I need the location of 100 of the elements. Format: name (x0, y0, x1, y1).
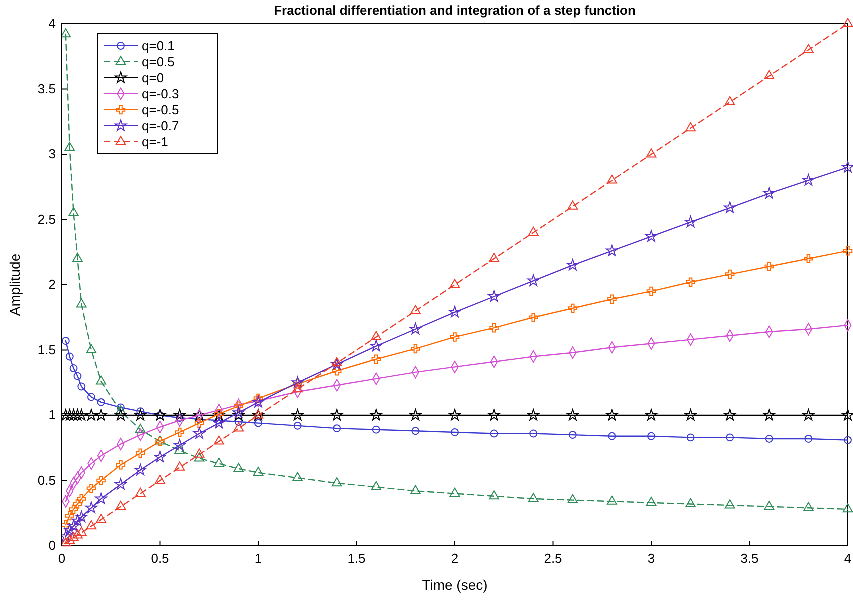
point (765, 435, 774, 443)
legend-label: q=0 (142, 70, 164, 86)
point (292, 409, 304, 421)
point (568, 304, 578, 314)
point (763, 409, 776, 421)
point (724, 202, 736, 214)
point (370, 409, 382, 421)
x-tick-label: 1.5 (348, 551, 366, 566)
point (234, 463, 244, 472)
point (764, 500, 775, 510)
point (763, 187, 776, 199)
point (136, 448, 146, 458)
point (194, 427, 206, 439)
point (96, 514, 106, 524)
y-tick-label: 1 (48, 408, 56, 423)
point (489, 252, 500, 262)
point (134, 464, 147, 476)
point (155, 474, 166, 484)
point (64, 142, 76, 152)
point (194, 448, 205, 458)
point (370, 340, 382, 352)
point (194, 409, 206, 421)
point (332, 477, 342, 487)
point (234, 418, 243, 426)
point (686, 122, 696, 132)
point (528, 226, 539, 236)
point (292, 376, 304, 388)
point (175, 428, 185, 438)
point (566, 259, 579, 271)
point (724, 96, 736, 106)
x-tick-label: 0.5 (151, 551, 170, 566)
point (842, 161, 853, 173)
legend-label: q=-0.3 (142, 86, 180, 102)
point (606, 409, 618, 421)
point (95, 409, 108, 421)
point (648, 432, 656, 440)
point (645, 230, 658, 242)
point (804, 254, 814, 264)
point (62, 337, 70, 346)
x-tick-label: 3.5 (740, 551, 759, 566)
point (174, 462, 186, 471)
point (412, 427, 420, 436)
point (85, 502, 98, 514)
point (528, 493, 539, 502)
x-tick-label: 2 (451, 551, 459, 566)
point (490, 323, 499, 333)
point (292, 383, 303, 393)
point (73, 500, 82, 509)
point (645, 409, 658, 421)
chart-title: Fractional differentiation and integration of a step function (274, 3, 636, 18)
point (566, 409, 579, 421)
point (78, 382, 86, 391)
point (608, 432, 616, 440)
point (606, 244, 618, 256)
point (684, 409, 697, 421)
y-tick-label: 0 (48, 538, 56, 554)
point (372, 354, 382, 364)
point (68, 532, 79, 542)
point (97, 398, 106, 406)
point (333, 424, 342, 433)
legend-label: q=-0.7 (142, 118, 180, 134)
point (608, 294, 617, 304)
point (232, 409, 245, 421)
point (62, 537, 72, 547)
point (174, 409, 186, 421)
point (489, 490, 500, 500)
point (74, 372, 82, 380)
point (194, 418, 204, 428)
x-tick-label: 4 (844, 551, 852, 566)
point (686, 434, 695, 442)
point (86, 484, 96, 494)
y-tick-label: 2.5 (38, 212, 56, 227)
point (843, 246, 853, 256)
point (686, 498, 696, 508)
point (802, 409, 815, 421)
point (684, 216, 697, 228)
point (213, 417, 226, 429)
point (96, 476, 106, 486)
point (72, 409, 84, 421)
point (528, 312, 538, 322)
point (724, 500, 736, 509)
point (331, 358, 344, 370)
point (214, 436, 224, 445)
point (842, 409, 853, 421)
point (254, 419, 262, 428)
point (842, 18, 853, 28)
point (568, 200, 578, 210)
point (116, 404, 125, 412)
point (450, 332, 460, 342)
point (194, 452, 205, 462)
point (410, 485, 421, 494)
point (844, 436, 852, 444)
point (114, 409, 127, 421)
point (96, 376, 106, 385)
point (530, 430, 538, 438)
point (646, 286, 656, 296)
point (70, 364, 78, 372)
point (252, 396, 265, 408)
legend-label: q=0.5 (142, 54, 175, 70)
point (68, 409, 80, 421)
